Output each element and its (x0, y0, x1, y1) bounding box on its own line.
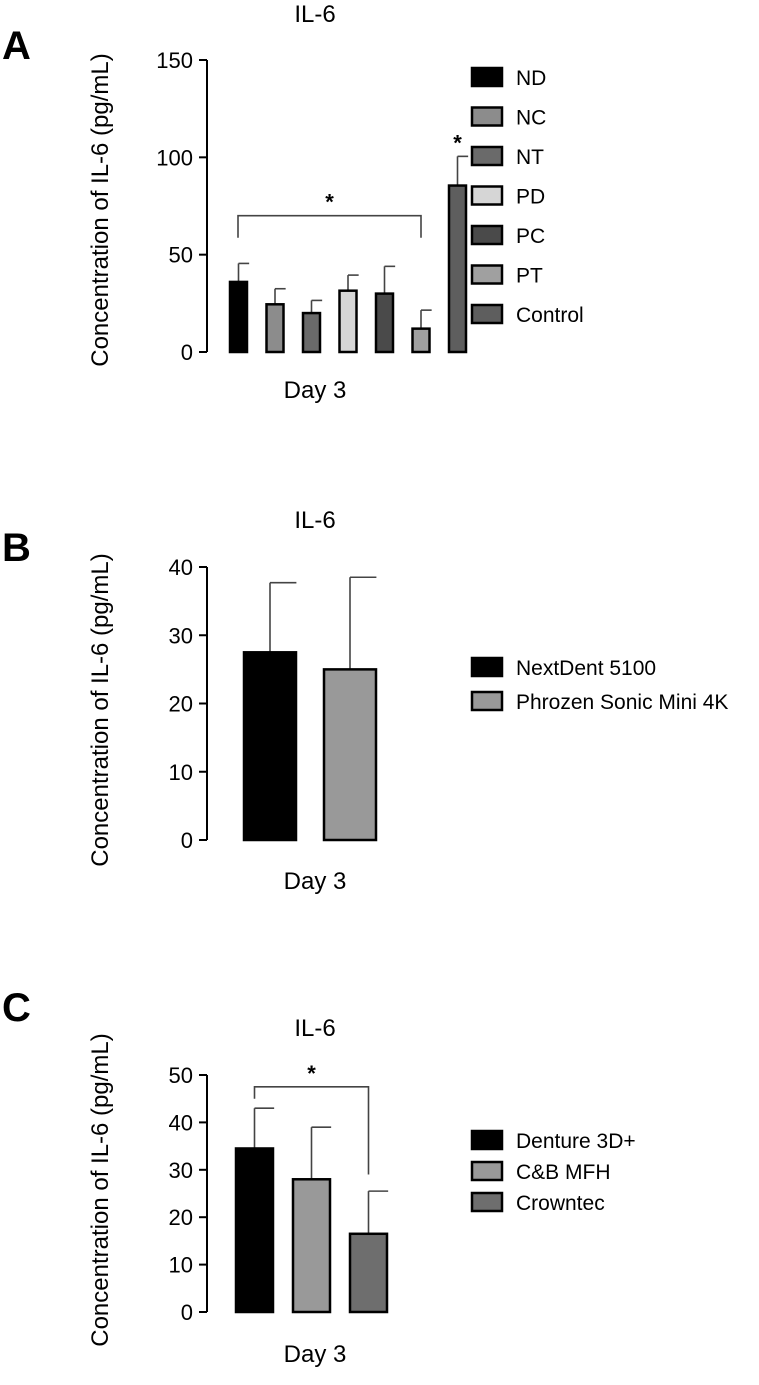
x-axis-label-c: Day 3 (284, 1341, 347, 1368)
significance-star-c-0: * (307, 1061, 316, 1086)
significance-bracket-c-0 (253, 1086, 370, 1175)
bar-a-6 (447, 184, 468, 354)
legend-swatch-a-3 (470, 185, 504, 206)
legend-label-a-2: NT (516, 146, 544, 169)
legend-label-c-0: Denture 3D+ (516, 1130, 636, 1153)
legend-swatch-b-1 (470, 690, 504, 712)
legend-swatch-c-1 (470, 1160, 504, 1182)
legend-swatch-c-0 (470, 1129, 504, 1151)
y-tick-label-c-50: 50 (169, 1063, 193, 1088)
bar-b-1 (322, 668, 378, 842)
y-tick-label-b-30: 30 (169, 623, 193, 648)
panel-b: B IL-6 0 10 20 30 40 Concentration of IL-6 (pg… (0, 470, 759, 930)
bar-c-1 (291, 1178, 332, 1314)
y-tick-label-a-150: 150 (156, 48, 193, 73)
y-tick-label-a-100: 100 (156, 145, 193, 170)
bar-c-2 (348, 1232, 389, 1314)
legend-swatch-a-2 (470, 145, 504, 167)
y-tick-label-c-40: 40 (169, 1110, 193, 1135)
y-tick-label-b-40: 40 (169, 555, 193, 580)
bar-c-0 (234, 1147, 275, 1314)
legend-label-a-4: PC (516, 225, 545, 248)
legend-label-c-1: C&B MFH (516, 1161, 611, 1184)
bar-b-0 (242, 651, 298, 842)
y-tick-label-c-30: 30 (169, 1158, 193, 1183)
bar-a-3 (338, 289, 358, 354)
legend-swatch-a-1 (470, 106, 504, 127)
panel-a: A IL-6 0 50 100 150 Concentration of IL-6 (pg… (0, 0, 759, 430)
legend-label-c-2: Crowntec (516, 1192, 605, 1215)
y-tick-label-c-0: 0 (181, 1300, 193, 1325)
legend-label-a-6: Control (516, 304, 584, 327)
chart-title-c: IL-6 (294, 1015, 335, 1042)
chart-c: IL-6 0 10 20 30 40 50 Concentration of IL-6 (pg… (87, 1015, 636, 1368)
significance-star-a-1: * (453, 130, 462, 155)
y-axis-label-b: Concentration of IL-6 (pg/mL) (87, 553, 114, 867)
y-tick-label-b-10: 10 (169, 760, 193, 785)
bar-a-2 (301, 311, 322, 354)
panel-letter-a: A (2, 24, 31, 68)
bar-a-0 (228, 280, 249, 354)
legend-label-b-1: Phrozen Sonic Mini 4K (516, 691, 728, 714)
legend-label-a-3: PD (516, 186, 545, 209)
legend-label-a-1: NC (516, 107, 546, 130)
y-axis-label-a: Concentration of IL-6 (pg/mL) (87, 53, 114, 367)
legend-swatch-a-5 (470, 264, 504, 285)
chart-b: IL-6 0 10 20 30 40 Concentration of IL-6 (pg/m… (87, 507, 728, 895)
legend-swatch-c-2 (470, 1191, 504, 1213)
y-axis-label-c: Concentration of IL-6 (pg/mL) (87, 1033, 114, 1347)
y-tick-label-a-0: 0 (181, 340, 193, 365)
legend-label-b-0: NextDent 5100 (516, 657, 656, 680)
legend-swatch-b-0 (470, 656, 504, 678)
bar-a-1 (265, 303, 285, 354)
significance-star-a-0: * (325, 190, 334, 215)
x-axis-label-b: Day 3 (284, 868, 347, 895)
y-tick-label-b-20: 20 (169, 692, 193, 717)
chart-title-b: IL-6 (294, 507, 335, 534)
bar-a-4 (374, 292, 395, 354)
bar-a-5 (411, 327, 431, 354)
legend-swatch-a-0 (470, 66, 504, 88)
legend-label-a-0: ND (516, 67, 546, 90)
y-tick-label-c-10: 10 (169, 1253, 193, 1278)
legend-swatch-a-6 (470, 303, 504, 325)
panel-c: C IL-6 0 10 20 30 40 50 Concentration of IL-6 (… (0, 960, 759, 1385)
y-tick-label-b-0: 0 (181, 828, 193, 853)
chart-title-a: IL-6 (294, 1, 335, 28)
panel-letter-c: C (2, 986, 31, 1030)
significance-bracket-a-0 (237, 214, 422, 238)
legend-label-a-5: PT (516, 265, 543, 288)
y-tick-label-c-20: 20 (169, 1205, 193, 1230)
legend-swatch-a-4 (470, 224, 504, 246)
y-tick-label-a-50: 50 (169, 243, 193, 268)
chart-a: IL-6 0 50 100 150 Concentration of IL-6 (pg/m… (87, 1, 584, 404)
x-axis-label-a: Day 3 (284, 377, 347, 404)
panel-letter-b: B (2, 526, 31, 570)
